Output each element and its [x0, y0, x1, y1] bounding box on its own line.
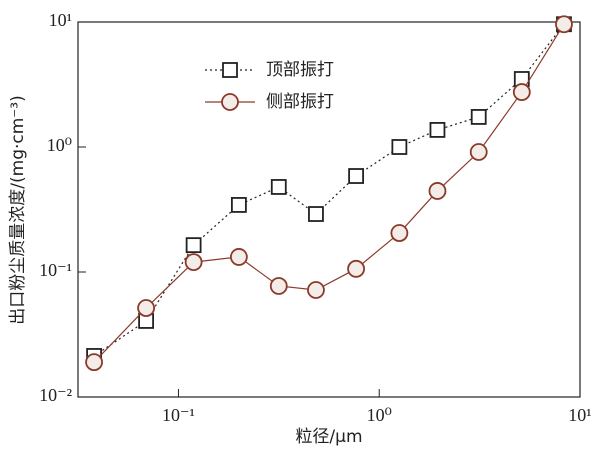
series-line: [93, 23, 565, 363]
x-tick-label: 10¹: [568, 405, 591, 425]
data-point: [269, 277, 288, 295]
x-axis-label: 粒径/μm: [295, 427, 362, 447]
data-point: [137, 299, 155, 317]
legend-marker: [222, 62, 238, 78]
x-tick-label: 10⁻¹: [162, 405, 195, 425]
y-tick-label: 10⁻¹: [39, 260, 72, 280]
data-point: [348, 168, 364, 184]
data-point: [428, 182, 447, 200]
data-point: [555, 15, 573, 34]
data-point: [308, 206, 324, 222]
data-point: [307, 281, 325, 299]
legend-label: 顶部振打: [266, 60, 334, 80]
data-point: [230, 197, 247, 213]
legend-label: 侧部振打: [266, 92, 334, 112]
data-point: [429, 122, 446, 138]
data-point: [229, 248, 248, 266]
series-line: [93, 23, 565, 357]
data-point: [391, 139, 408, 155]
data-point: [347, 259, 365, 278]
y-tick-label: 10¹: [49, 10, 72, 30]
data-point: [469, 143, 488, 161]
plot-frame: [77, 21, 581, 398]
data-point: [470, 109, 487, 125]
data-point: [390, 224, 409, 242]
x-tick-label: 10⁰: [367, 405, 392, 425]
data-point: [185, 237, 202, 254]
y-axis-label: 出口粉尘质量浓度/(mg·cm⁻³): [8, 95, 28, 324]
data-point: [184, 253, 203, 272]
y-tick-label: 10⁰: [47, 135, 72, 155]
data-point: [512, 83, 531, 101]
y-tick-label: 10⁻²: [39, 385, 72, 405]
data-point: [85, 353, 103, 372]
legend-marker: [221, 93, 239, 111]
data-point: [270, 179, 287, 195]
